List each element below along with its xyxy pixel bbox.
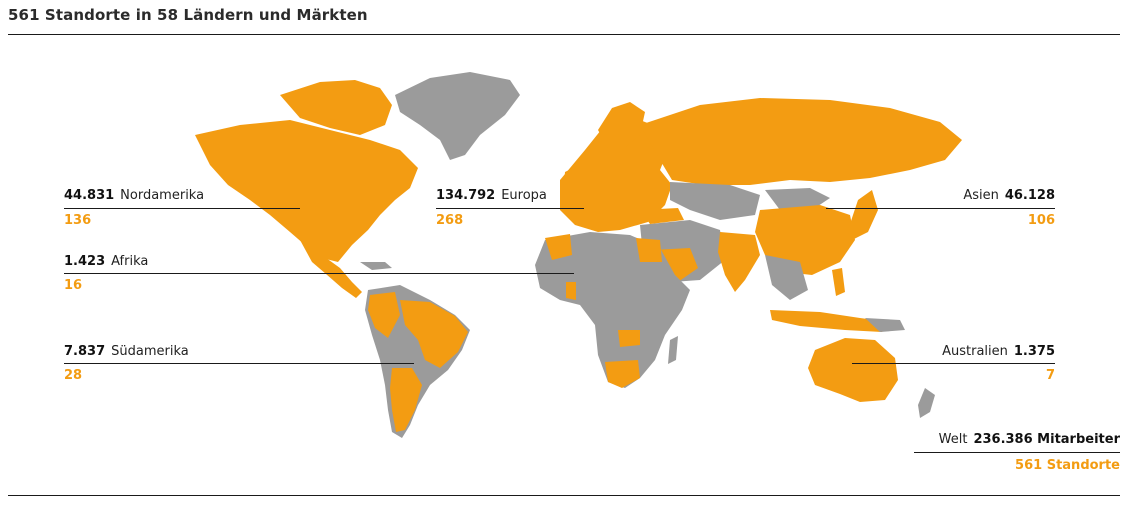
landmass-caribbean	[360, 262, 392, 270]
landmass-scandinavia	[598, 102, 645, 150]
suedamerika-name: Südamerika	[111, 344, 189, 359]
landmass-new-zealand	[918, 388, 935, 418]
label-australien: Australien 1.375	[942, 344, 1055, 360]
landmass-mongolia	[765, 188, 830, 210]
landmass-morocco	[545, 234, 572, 260]
label-nordamerika: 44.831 Nordamerika	[64, 188, 204, 204]
leader-line-nordamerika	[64, 208, 300, 209]
afrika-employees: 1.423	[64, 254, 106, 269]
europa-count: 268	[436, 213, 464, 228]
leader-line-australien	[852, 363, 1055, 364]
nordamerika-count: 136	[64, 213, 92, 228]
landmass-russia	[640, 98, 962, 185]
australien-count: 7	[1045, 368, 1055, 383]
welt-employees: 236.386 Mitarbeiter	[973, 432, 1120, 447]
landmass-turkey	[640, 208, 684, 224]
welt-count: 561 Standorte	[1015, 458, 1120, 473]
landmass-uk	[564, 166, 582, 192]
landmass-japan	[850, 190, 878, 240]
landmass-central-america	[300, 240, 362, 298]
landmass-china	[755, 205, 855, 275]
label-afrika: 1.423 Afrika	[64, 254, 148, 270]
europa-employees: 134.792	[436, 188, 496, 203]
landmass-greenland	[395, 72, 520, 160]
suedamerika-employees: 7.837	[64, 344, 106, 359]
leader-line-afrika	[64, 273, 574, 274]
landmass-colombia-peru	[368, 292, 400, 338]
landmass-egypt	[636, 238, 662, 262]
landmass-se-asia-gray	[765, 255, 808, 300]
asien-count: 106	[1027, 213, 1055, 228]
landmass-central-asia	[670, 182, 760, 220]
leader-line-suedamerika	[64, 363, 414, 364]
landmass-brazil	[400, 300, 468, 368]
landmass-north-america	[195, 120, 418, 262]
landmass-south-africa	[605, 360, 640, 388]
landmass-chile-argentina	[390, 368, 422, 432]
landmass-arctic-islands	[280, 80, 392, 135]
australien-employees: 1.375	[1013, 344, 1055, 359]
welt-name: Welt	[938, 432, 968, 447]
leader-line-asien	[826, 208, 1055, 209]
landmass-papua	[865, 318, 905, 332]
landmass-philippines	[832, 268, 845, 296]
landmass-ghana	[566, 282, 576, 300]
leader-line-europa	[436, 208, 584, 209]
label-asien: Asien 46.128	[963, 188, 1055, 204]
label-welt: Welt 236.386 Mitarbeiter	[939, 432, 1120, 448]
nordamerika-name: Nordamerika	[120, 188, 205, 203]
landmass-africa	[535, 232, 690, 388]
landmass-zambia	[618, 330, 640, 347]
page-title: 561 Standorte in 58 Ländern und Märkten	[8, 6, 368, 24]
afrika-count: 16	[64, 278, 83, 293]
afrika-name: Afrika	[111, 254, 149, 269]
europa-name: Europa	[501, 188, 547, 203]
bottom-rule	[8, 495, 1120, 496]
leader-line-welt	[914, 452, 1120, 453]
landmass-australia	[808, 338, 898, 402]
label-suedamerika: 7.837 Südamerika	[64, 344, 189, 360]
suedamerika-count: 28	[64, 368, 83, 383]
label-europa: 134.792 Europa	[436, 188, 547, 204]
top-rule	[8, 34, 1120, 35]
asien-employees: 46.128	[1004, 188, 1055, 203]
landmass-india	[718, 232, 760, 292]
asien-name: Asien	[963, 188, 999, 203]
australien-name: Australien	[942, 344, 1008, 359]
nordamerika-employees: 44.831	[64, 188, 115, 203]
landmass-indonesia	[770, 310, 890, 332]
landmass-madagascar	[668, 336, 678, 364]
landmass-europe	[560, 118, 672, 232]
